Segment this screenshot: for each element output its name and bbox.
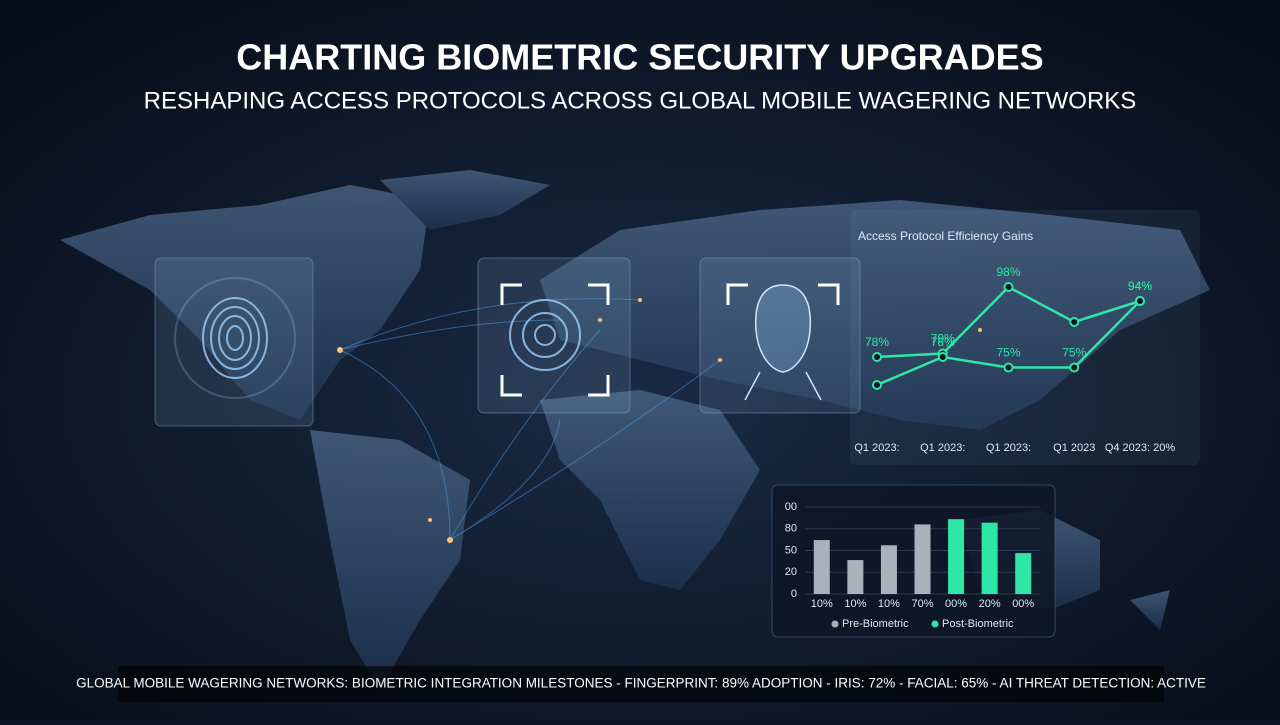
y-tick-label: 00 [785,501,797,513]
title: CHARTING BIOMETRIC SECURITY UPGRADES [236,37,1043,78]
value-label: 94% [1128,279,1152,293]
value-label: 78% [931,335,955,349]
bar [981,522,998,594]
point [1069,362,1080,373]
point [1069,317,1080,327]
bar [914,524,931,594]
x-tick-label: 10% [878,598,900,610]
footer-band [118,666,1164,702]
value-label: 94% [1128,279,1152,293]
fingerprint-panel [154,257,314,427]
y-tick-label: 0 [791,588,797,600]
x-tick-label: Q1 2023 [1053,442,1095,454]
x-tick-label: 00% [1012,598,1034,610]
bar [1015,553,1032,594]
y-tick-label: 80 [785,523,797,535]
x-tick-label: 00% [945,598,967,610]
y-tick-label: 20 [785,566,797,578]
x-tick-label: Q1 2023: [986,442,1031,454]
x-tick-label: 10% [844,598,866,610]
x-tick-label: 10% [811,598,833,610]
y-tick-label: 50 [785,544,797,556]
iris-panel [477,257,631,414]
city-lights [337,298,1022,562]
x-tick-label: Q1 2023: [854,442,899,454]
face-panel [699,257,861,414]
value-label: 98% [996,265,1020,279]
legend-label: Post-Biometric [942,618,1014,630]
legend-swatch [831,620,839,628]
bar [880,545,897,594]
subtitle: RESHAPING ACCESS PROTOCOLS ACROSS GLOBAL… [144,87,1137,114]
connection-lines [339,298,721,541]
legend-swatch [931,620,939,628]
value-label: 75% [1062,346,1086,360]
value-label: 75% [996,346,1020,360]
bar [948,519,965,594]
point [937,352,948,362]
x-tick-label: Q4 2023: 20% [1105,442,1176,454]
line-chart-panel [850,210,1200,465]
value-label: 78% [865,335,889,349]
chart-title: Access Protocol Efficiency Gains [858,229,1033,243]
point [872,380,882,390]
point [1135,296,1145,306]
x-tick-label: Q1 2023: [920,442,965,454]
bar [847,560,864,594]
legend-label: Pre-Biometric [842,618,909,630]
point [1003,362,1014,373]
point [872,352,882,362]
x-tick-label: 20% [979,598,1001,610]
footer: GLOBAL MOBILE WAGERING NETWORKS: BIOMETR… [76,676,1206,691]
x-tick-label: 70% [911,598,933,610]
value-label: 79% [931,332,955,346]
point [1003,282,1014,292]
bar [813,540,830,594]
